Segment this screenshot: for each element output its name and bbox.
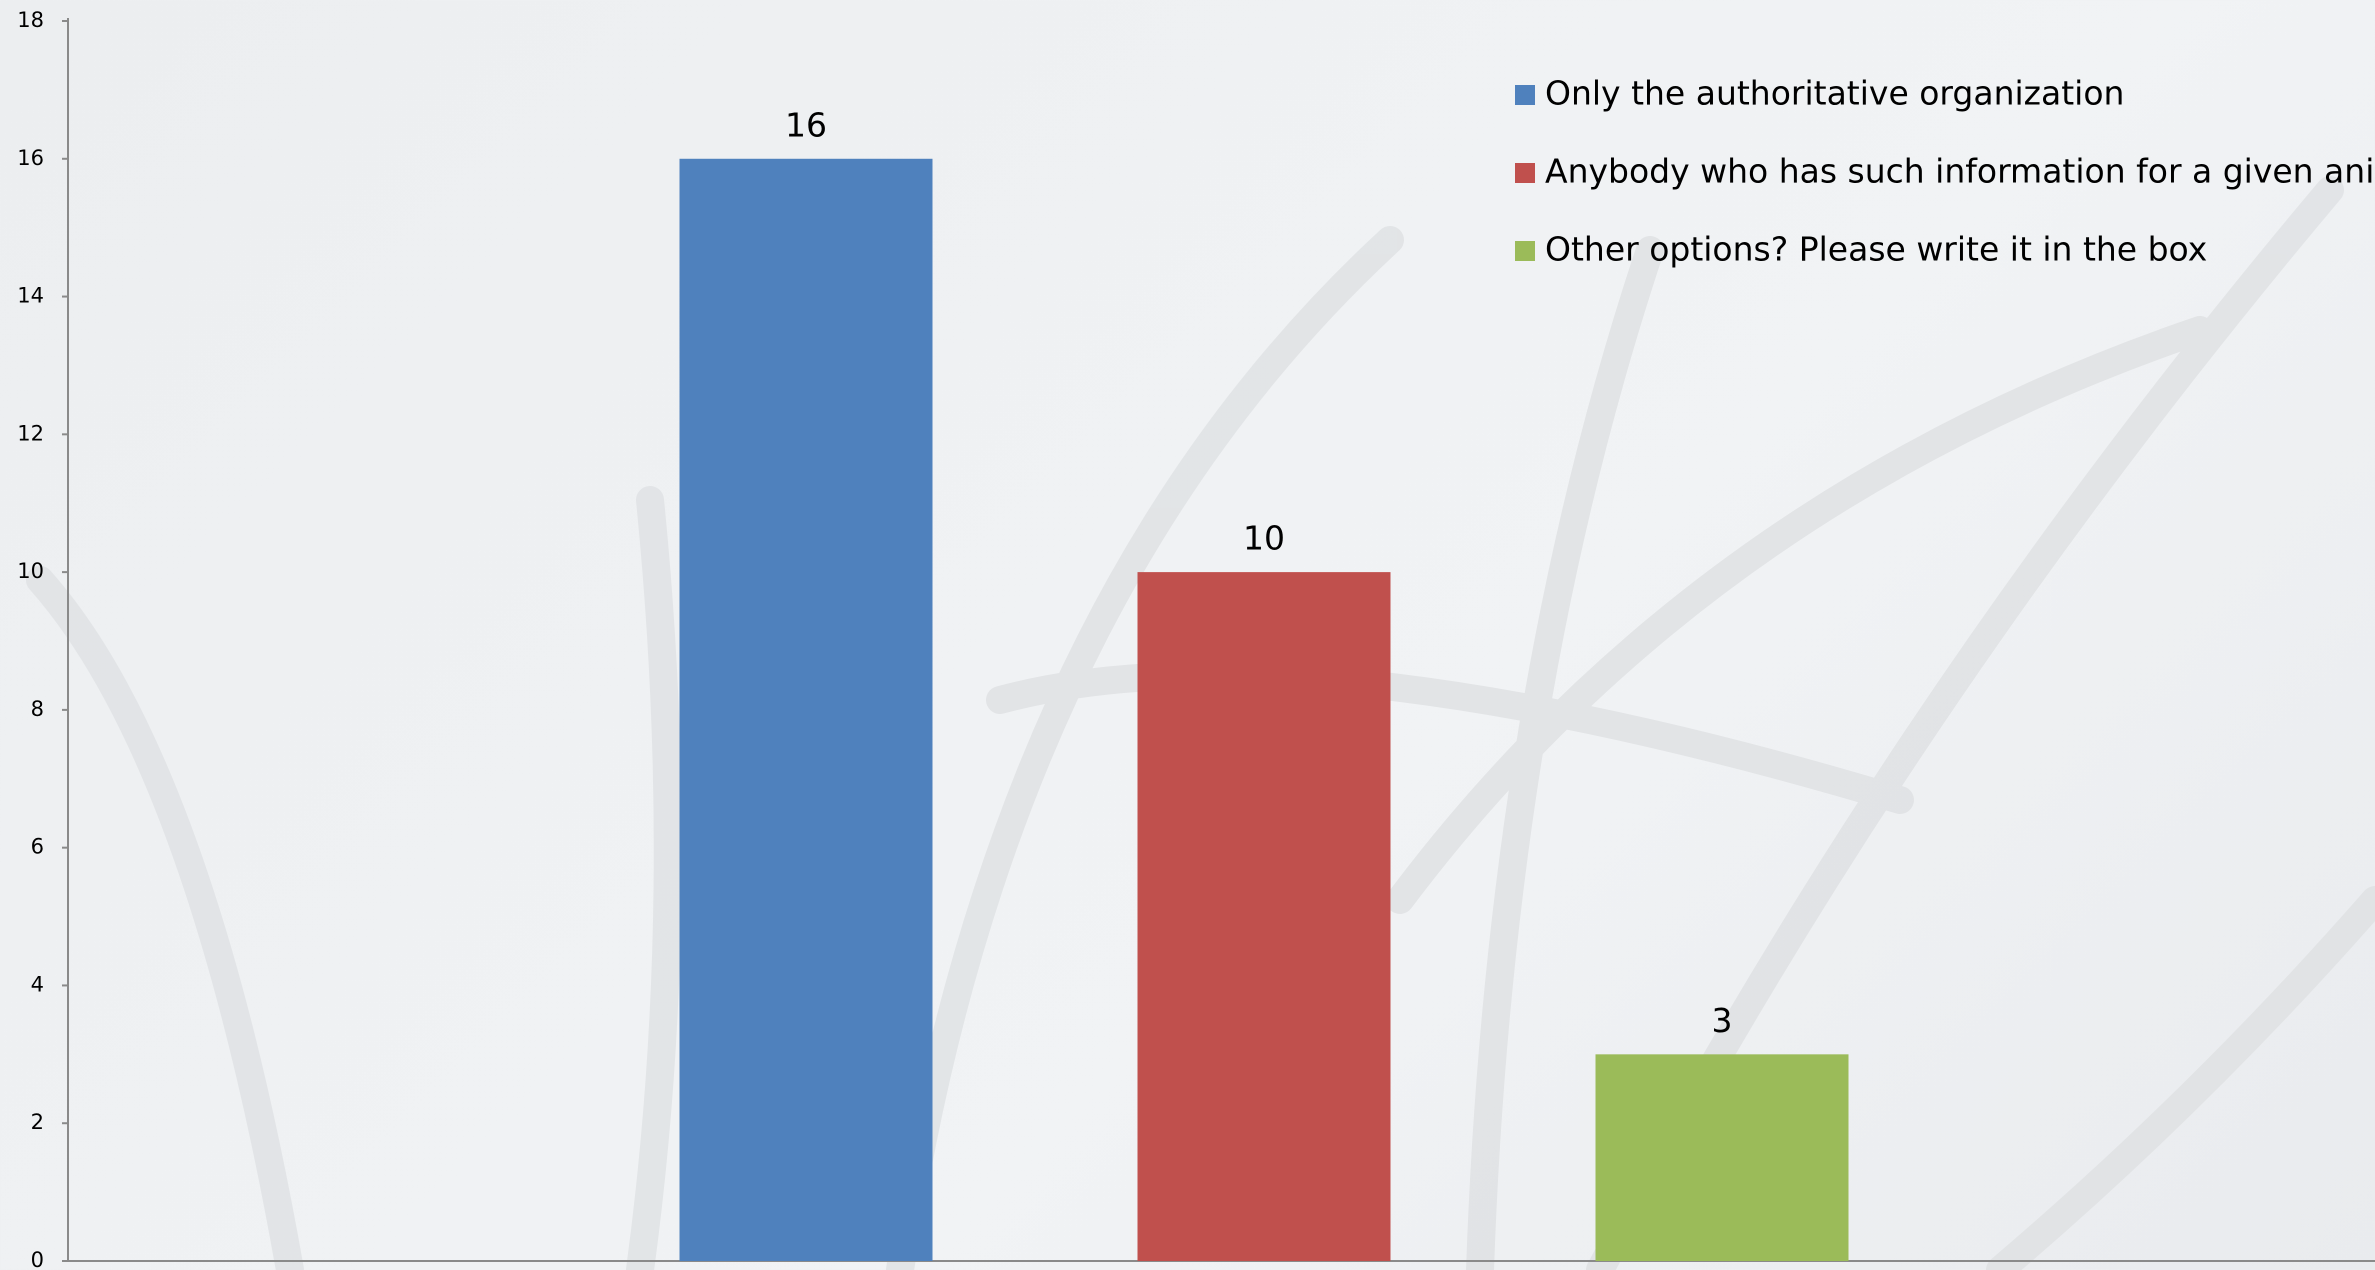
data-label: 16 — [785, 105, 827, 144]
legend-swatch — [1515, 163, 1535, 183]
bar — [679, 158, 933, 1261]
legend-label: Other options? Please write it in the bo… — [1545, 230, 2207, 269]
legend-swatch — [1515, 241, 1535, 261]
y-tick-label: 14 — [17, 284, 44, 308]
data-label: 10 — [1243, 519, 1285, 558]
y-tick-label: 10 — [17, 559, 44, 583]
bar — [1137, 572, 1391, 1261]
y-tick-label: 18 — [17, 8, 44, 32]
bar — [1595, 1054, 1849, 1261]
legend-label: Anybody who has such information for a g… — [1545, 152, 2375, 191]
y-tick-label: 0 — [31, 1248, 44, 1270]
legend-label: Only the authoritative organization — [1545, 74, 2124, 113]
legend-swatch — [1515, 85, 1535, 105]
data-label: 3 — [1712, 1001, 1733, 1040]
y-tick-label: 8 — [31, 697, 44, 721]
y-tick-label: 6 — [31, 835, 44, 859]
y-tick-label: 12 — [17, 421, 44, 445]
y-tick-label: 2 — [31, 1110, 44, 1134]
y-tick-label: 16 — [17, 146, 44, 170]
y-tick-label: 4 — [31, 972, 44, 996]
